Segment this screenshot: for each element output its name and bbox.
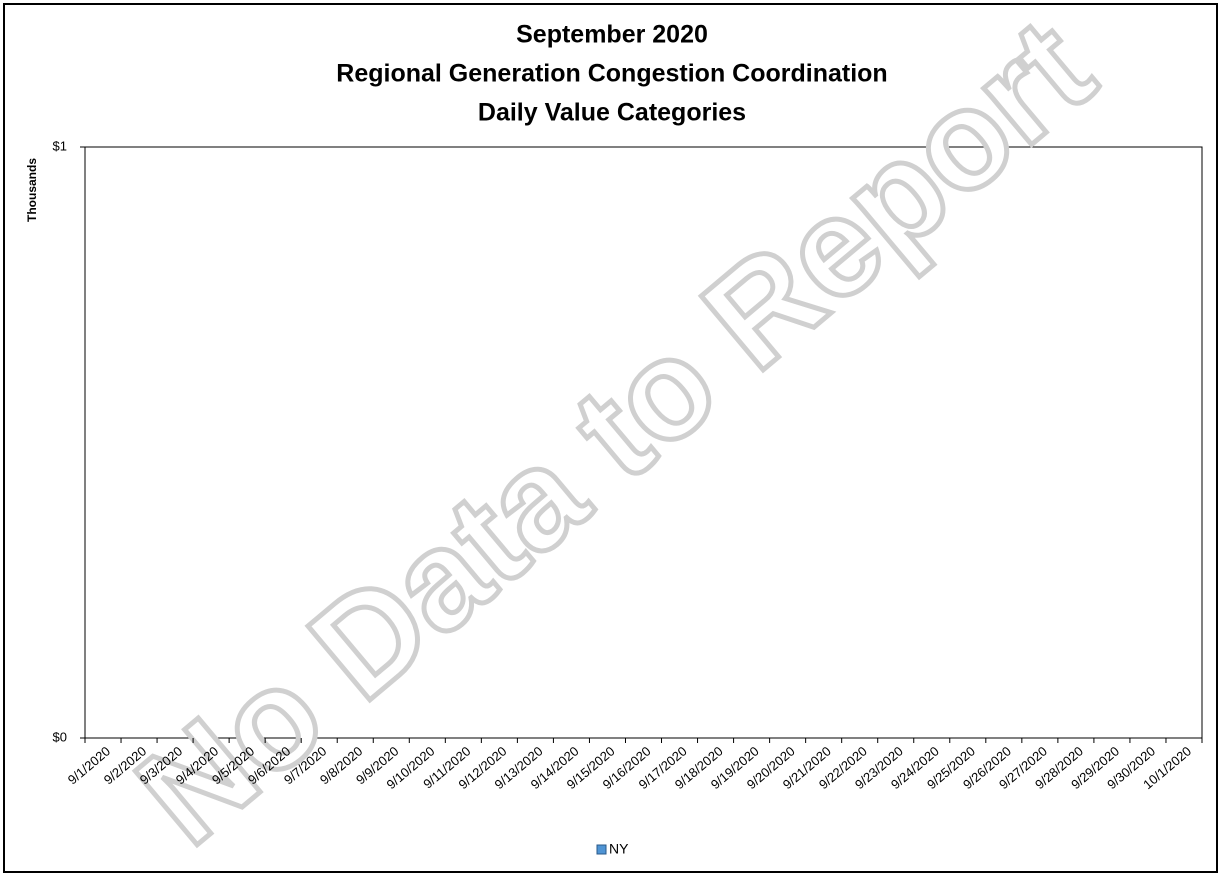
chart-title: Regional Generation Congestion Coordinat… xyxy=(336,60,887,88)
y-axis-label: Thousands xyxy=(25,158,39,222)
plot-area xyxy=(84,146,1203,739)
y-tick-label: $1 xyxy=(53,138,67,153)
chart-title: Daily Value Categories xyxy=(478,99,746,127)
chart-title: September 2020 xyxy=(516,21,708,49)
y-tick-label: $0 xyxy=(53,729,67,744)
legend-swatch xyxy=(596,844,607,855)
legend-label: NY xyxy=(609,841,629,857)
